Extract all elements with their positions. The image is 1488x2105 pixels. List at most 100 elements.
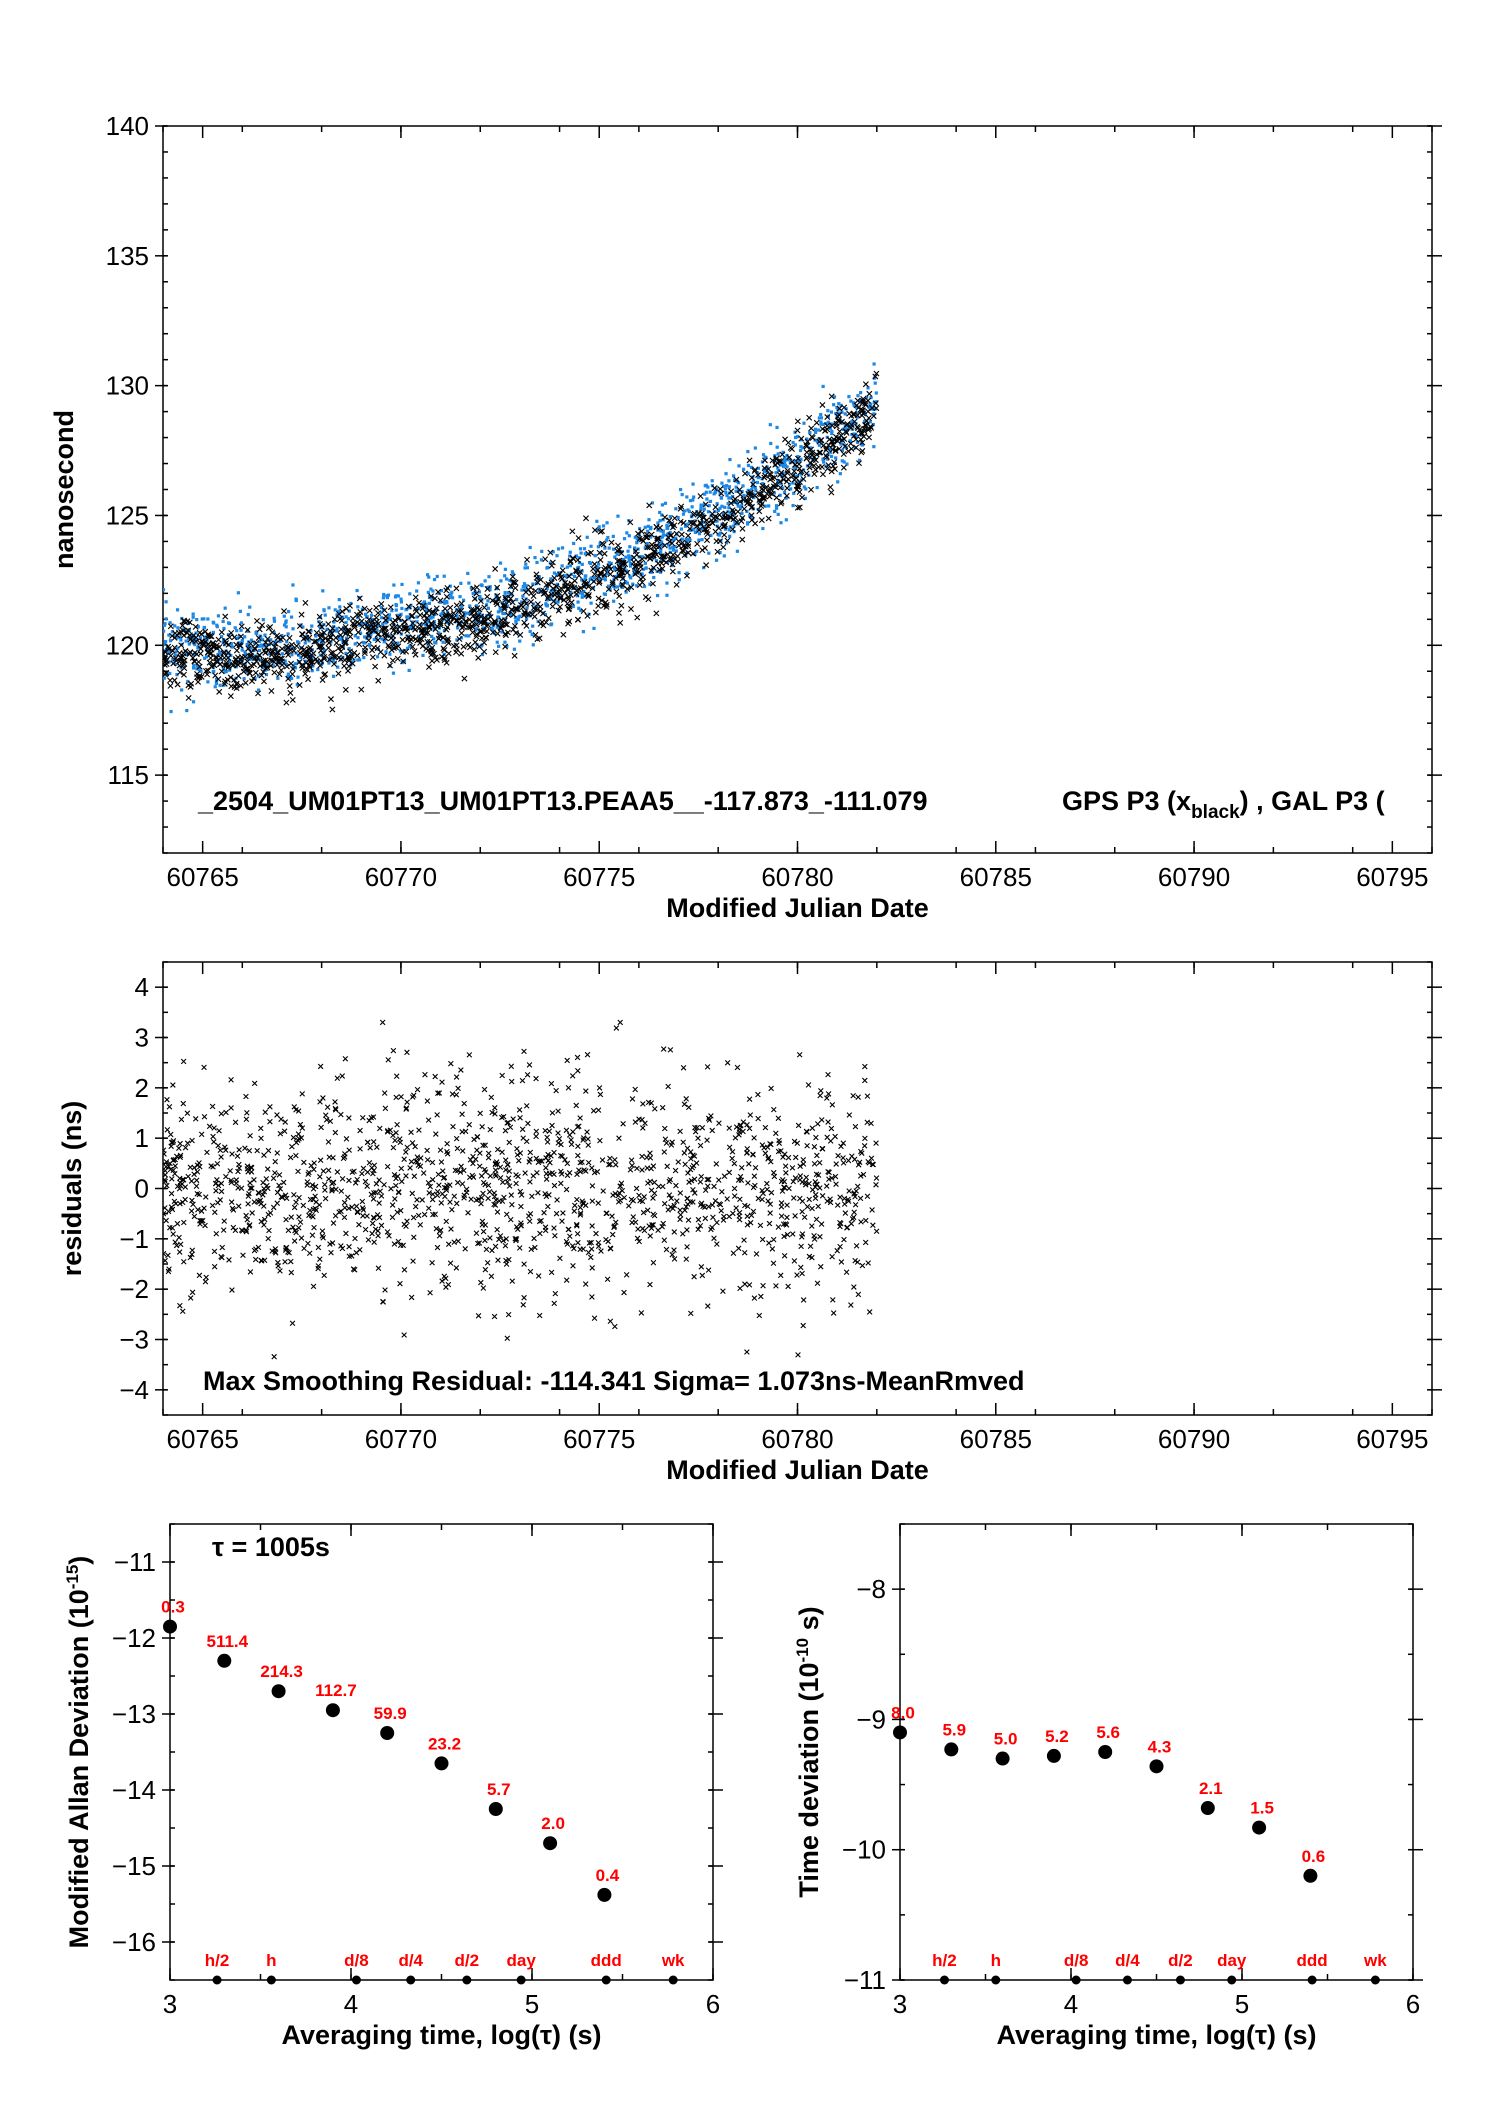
data-point [685,549,692,556]
data-point [837,1243,843,1250]
data-point [414,1197,420,1203]
data-point [833,423,840,430]
data-point [655,560,662,567]
data-point [312,1193,318,1200]
data-point [732,474,736,478]
data-point [709,1127,716,1134]
data-point [435,574,439,579]
data-point [327,627,334,634]
data-point [173,635,177,639]
data-point [868,420,872,424]
data-point [338,605,342,609]
data-point [349,1169,356,1175]
data-point [745,1180,751,1186]
data-point [768,1141,774,1148]
data-point [208,646,215,653]
data-point [163,588,166,592]
residuals-chart: 60765 60770 60775 60780 60785 60790 60795−4−3−… [57,961,1442,1485]
data-point [704,1176,710,1183]
data-point [726,1213,733,1220]
data-point [415,625,422,632]
data-point [462,617,469,624]
data-point [396,641,400,645]
data-point [244,1110,250,1116]
x-tick-label: 5 [525,1989,539,2019]
data-point [172,1163,179,1169]
data-point [194,638,198,642]
data-point [261,1257,268,1264]
data-point [618,602,625,609]
data-point [225,654,232,661]
data-point [695,549,699,553]
interval-label: d/2 [1168,1951,1193,1970]
data-point [336,609,341,613]
data-point [543,619,550,626]
data-point [608,588,612,592]
data-point [217,1197,224,1203]
data-point [284,621,288,625]
data-point [555,1130,561,1136]
data-point [742,493,746,498]
data-point [786,1185,792,1192]
data-point [815,485,819,490]
data-point [228,1177,234,1184]
data-point [324,1104,331,1110]
data-point [675,1159,682,1165]
data-point [298,644,305,651]
data-point [459,1148,466,1154]
data-point [785,1154,792,1161]
data-point [787,482,792,486]
data-point [577,1204,584,1211]
data-point [439,1168,446,1174]
data-point [499,1072,505,1079]
data-point [236,1147,242,1153]
data-point [394,603,398,608]
data-point [624,580,628,584]
data-point [510,1116,516,1122]
data-point [803,1174,810,1181]
x-axis-title: Modified Julian Date [666,1455,929,1485]
data-point [553,1087,559,1094]
data-point [685,495,689,499]
data-point [592,575,597,580]
data-point [513,615,518,620]
data-point [247,1185,254,1191]
data-point [231,634,238,641]
data-point [614,547,621,554]
data-point [731,1160,738,1167]
data-point [615,585,620,589]
data-point [416,1127,422,1133]
data-point [776,512,780,516]
data-point [842,443,849,450]
data-point [283,1216,289,1223]
data-point [857,436,864,443]
data-point [855,1094,861,1100]
data-point [315,1265,321,1272]
data-point [808,425,815,432]
data-point [672,1167,679,1174]
data-point [644,566,648,570]
data-point [192,663,196,668]
data-point [757,491,764,498]
data-point [163,1217,169,1224]
data-point [564,600,571,607]
data-point [606,584,611,588]
data-point [659,1104,666,1111]
data-point [447,1260,454,1266]
data-point [196,1191,203,1198]
data-point [616,514,620,518]
data-point [828,468,835,475]
data-point [251,1177,257,1183]
data-point [425,1180,432,1186]
data-point [560,631,567,638]
data-point [332,1129,339,1136]
data-point [794,459,799,463]
data-point [325,1139,332,1145]
data-point [474,620,478,624]
data-point [213,685,217,689]
data-point [830,431,834,436]
data-point [206,617,210,621]
data-point [448,1060,454,1067]
data-point [383,632,390,639]
data-point [761,474,768,481]
